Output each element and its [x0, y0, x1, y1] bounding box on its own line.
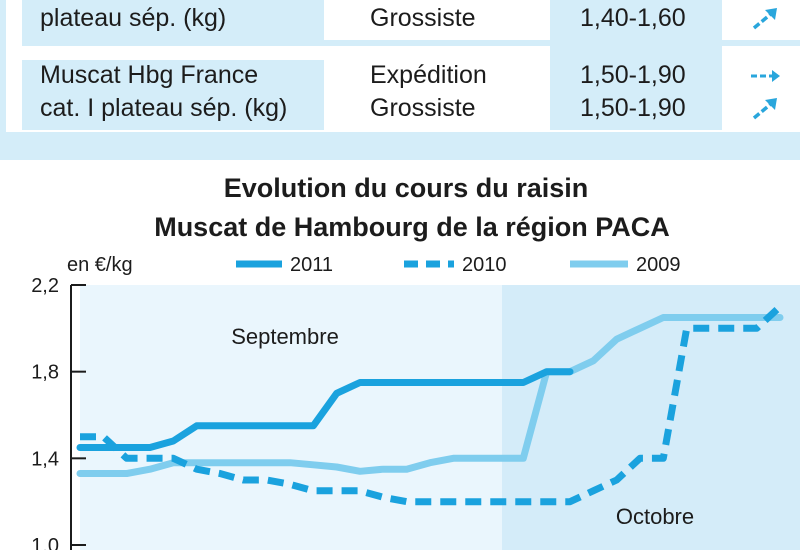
price-column-background — [550, 0, 722, 130]
price-chart-svg: 1,0 1,4 1,8 2,2 Evolution du cours du raisi… — [0, 160, 800, 550]
series-line-2010 — [80, 304, 783, 506]
product-name: plateau sép. (kg) — [40, 4, 227, 32]
right-arrow-icon — [751, 70, 780, 82]
product-name: cat. I plateau sép. (kg) — [40, 94, 288, 122]
series-line-2011 — [76, 368, 574, 451]
up-right-arrow-icon — [752, 8, 777, 30]
y-tick-label: 2,2 — [31, 275, 59, 297]
product-cell-background — [22, 60, 324, 130]
series-line-2009 — [76, 314, 784, 477]
annotation-october: Octobre — [616, 504, 694, 529]
y-tick-label: 1,8 — [31, 362, 59, 384]
price-range: 1,50-1,90 — [580, 94, 686, 122]
price-table-body: plateau sép. (kg) Grossiste 1,40-1,60 Musca… — [6, 0, 800, 132]
chart-subtitle: Muscat de Hambourg de la région PACA — [154, 212, 670, 242]
price-chart: 1,0 1,4 1,8 2,2 Evolution du cours du raisi… — [0, 160, 800, 550]
market-stage: Grossiste — [370, 94, 476, 122]
market-stage: Expédition — [370, 61, 487, 89]
y-tick-label: 1,4 — [31, 448, 59, 470]
legend-label-2009: 2009 — [636, 254, 681, 276]
annotation-september: Septembre — [231, 324, 339, 349]
price-range: 1,40-1,60 — [580, 4, 686, 32]
y-axis-label: en €/kg — [67, 254, 133, 276]
legend-label-2011: 2011 — [290, 254, 333, 276]
y-tick-label: 1,0 — [31, 535, 59, 550]
price-range: 1,50-1,90 — [580, 61, 686, 89]
product-cell-background — [22, 0, 324, 40]
product-name: Muscat Hbg France — [40, 61, 259, 89]
up-right-arrow-icon — [752, 98, 777, 120]
legend-label-2010: 2010 — [462, 254, 507, 276]
row-divider — [22, 40, 800, 46]
chart-title: Evolution du cours du raisin — [224, 173, 589, 203]
september-band — [80, 285, 502, 550]
price-table: plateau sép. (kg) Grossiste 1,40-1,60 Musca… — [0, 0, 800, 160]
market-stage: Grossiste — [370, 4, 476, 32]
